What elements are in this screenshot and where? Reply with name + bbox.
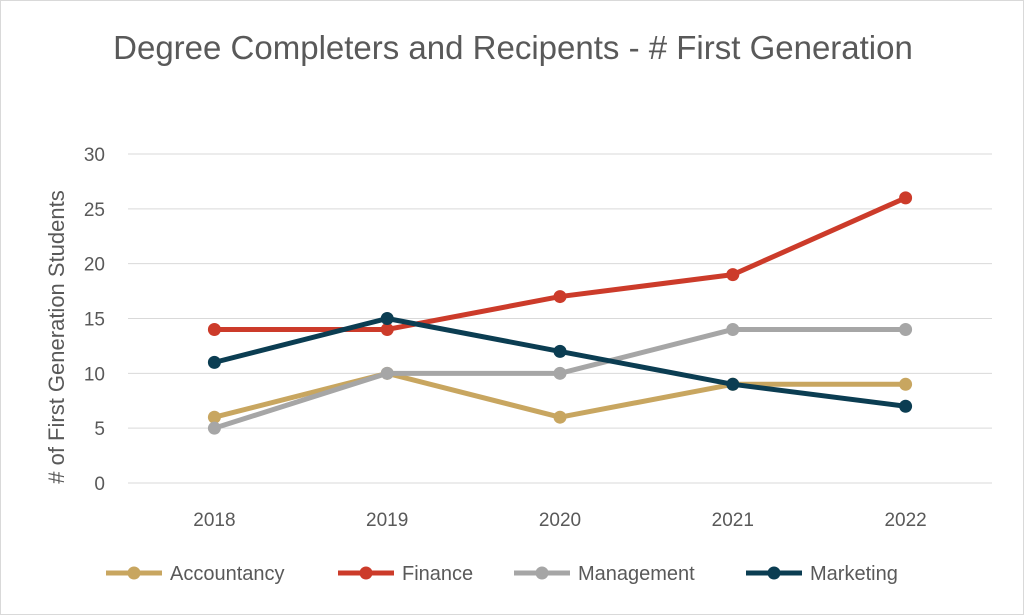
x-tick-label: 2018 (193, 510, 235, 531)
x-tick-label: 2019 (366, 510, 408, 531)
y-tick-label: 0 (94, 474, 105, 495)
y-tick-label: 5 (94, 419, 105, 440)
x-tick-label: 2021 (712, 510, 754, 531)
x-axis-ticks: 2018 2019 2020 2021 2022 (193, 510, 926, 531)
data-point-finance (726, 268, 740, 282)
legend-label-marketing: Marketing (810, 563, 898, 585)
data-point-accountancy (899, 377, 913, 391)
data-point-marketing (899, 399, 913, 413)
data-point-accountancy (207, 410, 221, 424)
data-point-finance (207, 322, 221, 336)
y-axis-ticks: 0 5 10 15 20 25 30 (84, 145, 105, 495)
data-point-finance (380, 322, 394, 336)
legend-swatch-marker-marketing (767, 566, 781, 580)
legend: Accountancy Finance Management Marketing (106, 563, 898, 585)
data-point-finance (899, 191, 913, 205)
data-point-finance (553, 290, 567, 304)
data-point-marketing (380, 312, 394, 325)
y-tick-label: 25 (84, 200, 105, 221)
series-group (207, 191, 913, 435)
legend-swatch-marker-accountancy (127, 566, 141, 580)
y-tick-label: 10 (84, 364, 105, 385)
y-axis-label: # of First Generation Students (44, 190, 69, 484)
legend-label-management: Management (578, 563, 695, 585)
data-point-management (380, 366, 394, 380)
data-point-management (207, 421, 221, 435)
data-point-management (899, 322, 913, 336)
y-tick-label: 30 (84, 145, 105, 166)
legend-swatch-marker-finance (359, 566, 373, 580)
x-tick-label: 2020 (539, 510, 581, 531)
legend-swatch-marker-management (535, 566, 549, 580)
x-tick-label: 2022 (884, 510, 926, 531)
gridlines (128, 153, 992, 484)
legend-label-finance: Finance (402, 563, 473, 585)
data-point-marketing (726, 377, 740, 391)
data-point-accountancy (553, 410, 567, 424)
legend-label-accountancy: Accountancy (170, 563, 285, 585)
data-point-management (726, 322, 740, 336)
data-point-management (553, 366, 567, 380)
y-tick-label: 20 (84, 255, 105, 276)
y-tick-label: 15 (84, 310, 105, 331)
data-point-marketing (553, 344, 567, 358)
data-point-marketing (207, 355, 221, 369)
chart-title: Degree Completers and Recipents - # Firs… (113, 29, 913, 66)
